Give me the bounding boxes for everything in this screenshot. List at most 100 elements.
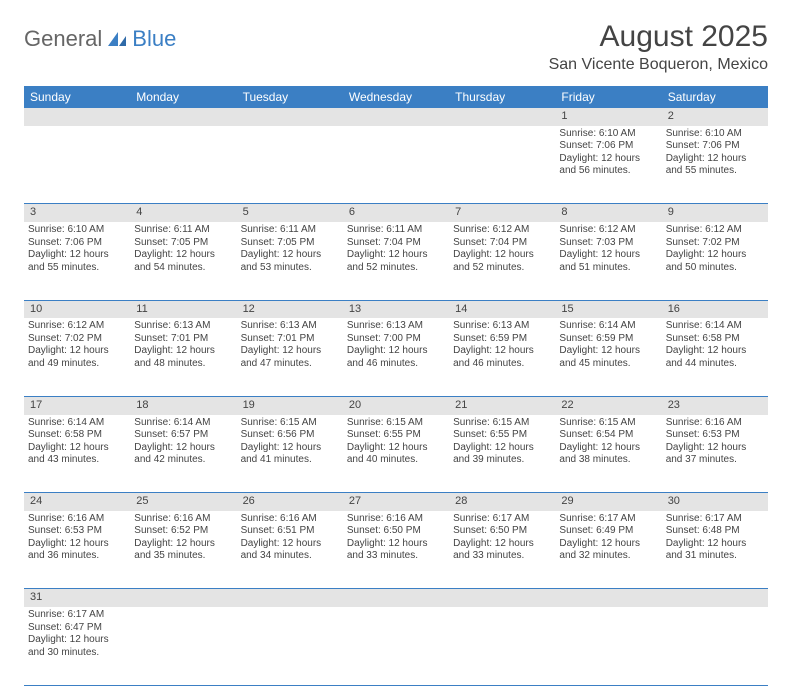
- day-d2: and 42 minutes.: [134, 454, 232, 467]
- day-d1: Daylight: 12 hours: [134, 249, 232, 262]
- day-d2: and 53 minutes.: [241, 262, 339, 275]
- day-d1: Daylight: 12 hours: [347, 538, 445, 551]
- day-ss: Sunset: 6:47 PM: [28, 622, 126, 635]
- daynum-cell: 2: [662, 108, 768, 126]
- day-ss: Sunset: 6:57 PM: [134, 429, 232, 442]
- daynum-cell: [130, 589, 236, 607]
- daynum-cell: [343, 108, 449, 126]
- day-cell: Sunrise: 6:12 AMSunset: 7:02 PMDaylight:…: [662, 222, 768, 300]
- day-d2: and 48 minutes.: [134, 358, 232, 371]
- day-d1: Daylight: 12 hours: [241, 249, 339, 262]
- day-d1: Daylight: 12 hours: [134, 345, 232, 358]
- day-sr: Sunrise: 6:16 AM: [134, 513, 232, 526]
- day-cell: Sunrise: 6:16 AMSunset: 6:50 PMDaylight:…: [343, 511, 449, 589]
- day-cell: [130, 126, 236, 204]
- day-cell: Sunrise: 6:10 AMSunset: 7:06 PMDaylight:…: [555, 126, 661, 204]
- day-d1: Daylight: 12 hours: [666, 538, 764, 551]
- daynum-cell: 7: [449, 204, 555, 222]
- day-header: Sunday: [24, 86, 130, 108]
- day-cell: [237, 126, 343, 204]
- day-header-row: SundayMondayTuesdayWednesdayThursdayFrid…: [24, 86, 768, 108]
- day-ss: Sunset: 7:02 PM: [28, 333, 126, 346]
- day-cell: Sunrise: 6:12 AMSunset: 7:04 PMDaylight:…: [449, 222, 555, 300]
- day-cell: Sunrise: 6:14 AMSunset: 6:58 PMDaylight:…: [24, 415, 130, 493]
- day-d1: Daylight: 12 hours: [666, 249, 764, 262]
- day-d1: Daylight: 12 hours: [134, 538, 232, 551]
- day-sr: Sunrise: 6:16 AM: [28, 513, 126, 526]
- day-d1: Daylight: 12 hours: [559, 249, 657, 262]
- day-cell: Sunrise: 6:13 AMSunset: 7:00 PMDaylight:…: [343, 318, 449, 396]
- day-ss: Sunset: 6:59 PM: [559, 333, 657, 346]
- day-d2: and 46 minutes.: [347, 358, 445, 371]
- daynum-cell: 28: [449, 493, 555, 511]
- day-sr: Sunrise: 6:14 AM: [559, 320, 657, 333]
- day-sr: Sunrise: 6:15 AM: [241, 417, 339, 430]
- day-d2: and 39 minutes.: [453, 454, 551, 467]
- daynum-cell: 8: [555, 204, 661, 222]
- daynum-cell: 22: [555, 396, 661, 414]
- day-sr: Sunrise: 6:17 AM: [453, 513, 551, 526]
- day-d1: Daylight: 12 hours: [28, 538, 126, 551]
- day-sr: Sunrise: 6:14 AM: [28, 417, 126, 430]
- week-row: Sunrise: 6:17 AMSunset: 6:47 PMDaylight:…: [24, 607, 768, 685]
- day-d2: and 55 minutes.: [666, 165, 764, 178]
- day-d2: and 50 minutes.: [666, 262, 764, 275]
- day-header: Monday: [130, 86, 236, 108]
- day-cell: Sunrise: 6:14 AMSunset: 6:58 PMDaylight:…: [662, 318, 768, 396]
- daynum-cell: 12: [237, 300, 343, 318]
- day-sr: Sunrise: 6:10 AM: [666, 128, 764, 141]
- day-d2: and 55 minutes.: [28, 262, 126, 275]
- day-d1: Daylight: 12 hours: [559, 345, 657, 358]
- day-cell: Sunrise: 6:11 AMSunset: 7:04 PMDaylight:…: [343, 222, 449, 300]
- day-sr: Sunrise: 6:17 AM: [666, 513, 764, 526]
- daynum-cell: [24, 108, 130, 126]
- day-cell: [343, 126, 449, 204]
- daynum-cell: 15: [555, 300, 661, 318]
- day-cell: Sunrise: 6:17 AMSunset: 6:49 PMDaylight:…: [555, 511, 661, 589]
- day-cell: Sunrise: 6:14 AMSunset: 6:59 PMDaylight:…: [555, 318, 661, 396]
- day-d2: and 38 minutes.: [559, 454, 657, 467]
- day-ss: Sunset: 6:55 PM: [453, 429, 551, 442]
- day-d1: Daylight: 12 hours: [347, 345, 445, 358]
- day-ss: Sunset: 7:06 PM: [666, 140, 764, 153]
- daynum-cell: [343, 589, 449, 607]
- day-d1: Daylight: 12 hours: [453, 538, 551, 551]
- daynum-cell: [237, 589, 343, 607]
- day-d1: Daylight: 12 hours: [28, 249, 126, 262]
- day-sr: Sunrise: 6:13 AM: [241, 320, 339, 333]
- day-cell: Sunrise: 6:16 AMSunset: 6:53 PMDaylight:…: [662, 415, 768, 493]
- day-ss: Sunset: 6:48 PM: [666, 525, 764, 538]
- daynum-cell: 5: [237, 204, 343, 222]
- day-d2: and 40 minutes.: [347, 454, 445, 467]
- daynum-cell: [130, 108, 236, 126]
- day-d2: and 56 minutes.: [559, 165, 657, 178]
- day-d2: and 31 minutes.: [666, 550, 764, 563]
- day-ss: Sunset: 6:50 PM: [453, 525, 551, 538]
- day-sr: Sunrise: 6:12 AM: [559, 224, 657, 237]
- daynum-cell: 31: [24, 589, 130, 607]
- day-sr: Sunrise: 6:16 AM: [347, 513, 445, 526]
- day-d1: Daylight: 12 hours: [28, 345, 126, 358]
- week-row: Sunrise: 6:16 AMSunset: 6:53 PMDaylight:…: [24, 511, 768, 589]
- week-row: Sunrise: 6:12 AMSunset: 7:02 PMDaylight:…: [24, 318, 768, 396]
- day-d2: and 45 minutes.: [559, 358, 657, 371]
- day-ss: Sunset: 6:54 PM: [559, 429, 657, 442]
- day-cell: Sunrise: 6:13 AMSunset: 6:59 PMDaylight:…: [449, 318, 555, 396]
- day-sr: Sunrise: 6:11 AM: [241, 224, 339, 237]
- day-cell: Sunrise: 6:15 AMSunset: 6:55 PMDaylight:…: [449, 415, 555, 493]
- daynum-cell: 17: [24, 396, 130, 414]
- daynum-cell: 18: [130, 396, 236, 414]
- day-cell: Sunrise: 6:14 AMSunset: 6:57 PMDaylight:…: [130, 415, 236, 493]
- day-cell: [555, 607, 661, 685]
- day-sr: Sunrise: 6:14 AM: [666, 320, 764, 333]
- month-title: August 2025: [549, 20, 768, 54]
- title-block: August 2025 San Vicente Boqueron, Mexico: [549, 20, 768, 74]
- day-ss: Sunset: 6:52 PM: [134, 525, 232, 538]
- day-sr: Sunrise: 6:13 AM: [134, 320, 232, 333]
- daynum-row: 3456789: [24, 204, 768, 222]
- calendar-table: SundayMondayTuesdayWednesdayThursdayFrid…: [24, 86, 768, 686]
- day-d1: Daylight: 12 hours: [666, 442, 764, 455]
- day-sr: Sunrise: 6:14 AM: [134, 417, 232, 430]
- daynum-cell: 26: [237, 493, 343, 511]
- day-ss: Sunset: 7:04 PM: [453, 237, 551, 250]
